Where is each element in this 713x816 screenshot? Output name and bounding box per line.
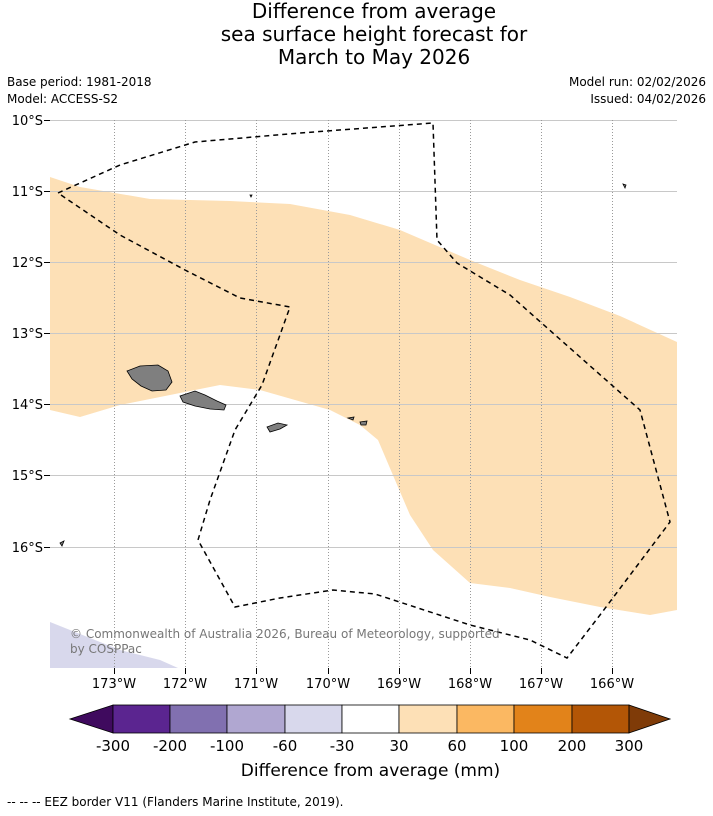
ofu-island — [346, 416, 355, 421]
colorbar-tick: 60 — [447, 737, 466, 755]
lon-label: 169°W — [377, 677, 421, 692]
lon-axis: 173°W 172°W 171°W 170°W 169°W 168°W 167°… — [92, 668, 634, 692]
small-islet-east — [622, 183, 627, 190]
map-title: Difference from average sea surface heig… — [0, 0, 713, 69]
colorbar-tick: -200 — [153, 737, 187, 755]
map-area: © Commonwealth of Australia 2026, Bureau… — [50, 120, 677, 668]
colorbar-arrow-high — [628, 704, 672, 734]
colorbar-tick: 200 — [558, 737, 587, 755]
colorbar-tick: 30 — [389, 737, 408, 755]
issued-date: Issued: 04/02/2026 — [590, 92, 706, 106]
colorbar-segment — [226, 704, 286, 734]
title-line-1: Difference from average — [251, 0, 497, 23]
lon-label: 166°W — [590, 677, 634, 692]
base-period: Base period: 1981-2018 — [7, 75, 152, 89]
model-name: Model: ACCESS-S2 — [7, 92, 119, 106]
land — [59, 183, 627, 547]
title-line-2: sea surface height forecast for — [220, 22, 528, 46]
lat-label: 10°S — [12, 114, 43, 129]
meta-left: Base period: 1981-2018 Model: ACCESS-S2 — [7, 74, 152, 108]
colorbar-arrow-low — [68, 704, 114, 734]
lat-label: 16°S — [12, 541, 43, 556]
lat-label: 15°S — [12, 469, 43, 484]
colorbar-tick: 300 — [615, 737, 644, 755]
small-islet-north — [249, 194, 253, 198]
colorbar-segment — [284, 704, 343, 734]
copyright-line-1: © Commonwealth of Australia 2026, Bureau… — [70, 627, 500, 641]
tau-island — [359, 420, 368, 426]
colorbar-segment — [513, 704, 573, 734]
colorbar-tick: -100 — [210, 737, 244, 755]
colorbar-segment — [456, 704, 515, 734]
lat-label: 14°S — [12, 398, 43, 413]
lat-label: 12°S — [12, 256, 43, 271]
lon-label: 172°W — [163, 677, 207, 692]
colorbar-label: Difference from average (mm) — [240, 761, 501, 781]
colorbar-ticks: -300 -200 -100 -60 -30 30 60 100 200 300 — [96, 737, 643, 755]
lon-label: 173°W — [92, 677, 136, 692]
colorbar-tick: -60 — [273, 737, 298, 755]
lat-label: 13°S — [12, 327, 43, 342]
model-run: Model run: 02/02/2026 — [568, 75, 706, 89]
colorbar-segment — [169, 704, 228, 734]
eez-borders — [57, 122, 671, 659]
colorbar-tick: -30 — [330, 737, 355, 755]
upolu-island — [179, 390, 227, 411]
anomaly-band-30-60 — [50, 177, 677, 615]
lat-axis: 10°S 11°S 12°S 13°S 14°S 15°S 16°S — [12, 114, 50, 556]
colorbar-segment — [571, 704, 630, 734]
lon-label: 168°W — [448, 677, 492, 692]
copyright-line-2: by COSPPac — [70, 642, 142, 656]
lon-label: 167°W — [519, 677, 563, 692]
colorbar-tick: -300 — [96, 737, 130, 755]
lon-label: 170°W — [306, 677, 350, 692]
colorbar-segment — [341, 704, 400, 734]
colorbar-tick: 100 — [500, 737, 529, 755]
colorbar-segment — [112, 704, 171, 734]
colorbar — [68, 704, 672, 734]
lon-label: 171°W — [234, 677, 278, 692]
tutuila-island — [266, 422, 289, 433]
title-line-3: March to May 2026 — [277, 45, 471, 69]
small-islet-west — [59, 540, 65, 547]
gridlines — [50, 120, 677, 548]
eez-footnote: -- -- -- EEZ border V11 (Flanders Marine… — [7, 795, 344, 809]
savaii-island — [126, 364, 173, 392]
lat-label: 11°S — [12, 185, 43, 200]
meta-right: Model run: 02/02/2026 Issued: 04/02/2026 — [569, 74, 706, 108]
colorbar-segment — [398, 704, 458, 734]
anomaly-band-neg — [50, 622, 178, 668]
eez-samoa — [57, 122, 671, 659]
